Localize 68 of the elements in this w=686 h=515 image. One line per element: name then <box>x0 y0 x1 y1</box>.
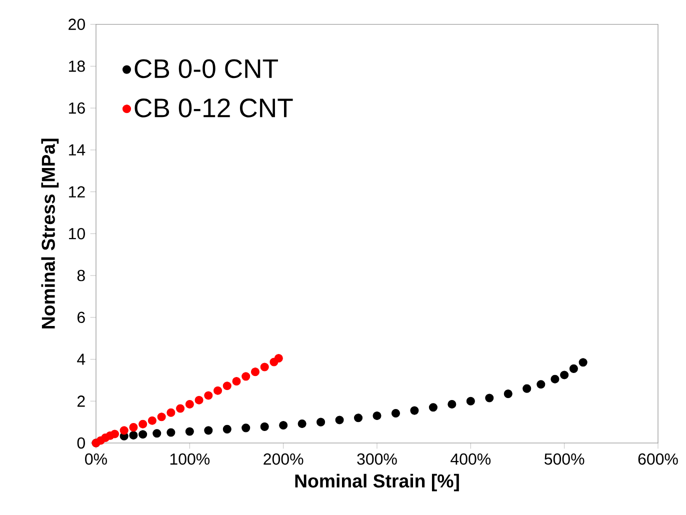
x-tick-label: 600% <box>638 453 678 465</box>
point <box>391 409 400 418</box>
y-tick-label: 20 <box>68 18 85 30</box>
x-tick-label: 100% <box>170 453 210 465</box>
point <box>129 430 138 440</box>
x-tick-label: 0% <box>85 453 107 465</box>
point <box>166 428 176 437</box>
x-tick-label: 300% <box>357 453 397 465</box>
point <box>129 423 138 432</box>
point <box>138 430 148 439</box>
point <box>428 403 438 412</box>
point <box>222 424 232 434</box>
point <box>110 430 120 438</box>
point <box>166 408 176 417</box>
x-axis-title: Nominal Strain [%] <box>295 474 459 492</box>
y-tick-label: 12 <box>69 186 85 198</box>
point <box>504 390 512 398</box>
point <box>242 372 250 381</box>
point <box>213 386 222 395</box>
point <box>316 418 326 426</box>
point <box>204 391 213 400</box>
legend-label: CB 0-12 CNT <box>134 98 293 118</box>
y-tick-label: 4 <box>77 354 86 365</box>
point <box>550 374 560 384</box>
point <box>372 412 382 420</box>
point <box>578 358 588 367</box>
point <box>298 419 306 428</box>
point <box>448 400 456 409</box>
point <box>185 400 194 409</box>
point <box>522 384 532 393</box>
y-tick-label: 18 <box>69 60 85 72</box>
x-tick-label: 200% <box>264 453 304 465</box>
point <box>466 396 475 406</box>
point <box>204 426 213 435</box>
point <box>185 427 194 436</box>
point <box>335 416 344 424</box>
y-tick-label: 10 <box>69 228 85 240</box>
y-tick-label: 0 <box>77 437 85 449</box>
x-tick-label: 500% <box>544 453 584 465</box>
y-tick-label: 2 <box>77 396 85 407</box>
point <box>222 382 232 390</box>
point <box>242 424 250 432</box>
point <box>120 426 128 435</box>
point <box>274 354 283 362</box>
point <box>194 396 204 404</box>
point <box>260 362 269 372</box>
point <box>560 370 569 380</box>
x-tick-label: 400% <box>450 453 491 465</box>
point <box>260 422 269 431</box>
point <box>232 376 241 386</box>
y-tick-label: 14 <box>69 144 86 156</box>
y-tick-label: 8 <box>77 270 85 282</box>
point <box>569 364 578 373</box>
legend-label: CB 0-0 CNT <box>134 59 278 78</box>
point <box>148 416 156 425</box>
point <box>138 420 148 428</box>
point <box>152 429 162 438</box>
y-tick-label: 6 <box>78 312 85 324</box>
y-axis-title: Nominal Stress [MPa] <box>41 138 59 328</box>
point <box>176 404 185 413</box>
point <box>485 394 494 402</box>
point <box>279 420 288 430</box>
point <box>354 414 363 422</box>
point <box>157 412 166 422</box>
y-tick-label: 16 <box>69 102 85 114</box>
point <box>536 380 546 389</box>
point <box>250 368 260 376</box>
point <box>410 406 419 415</box>
